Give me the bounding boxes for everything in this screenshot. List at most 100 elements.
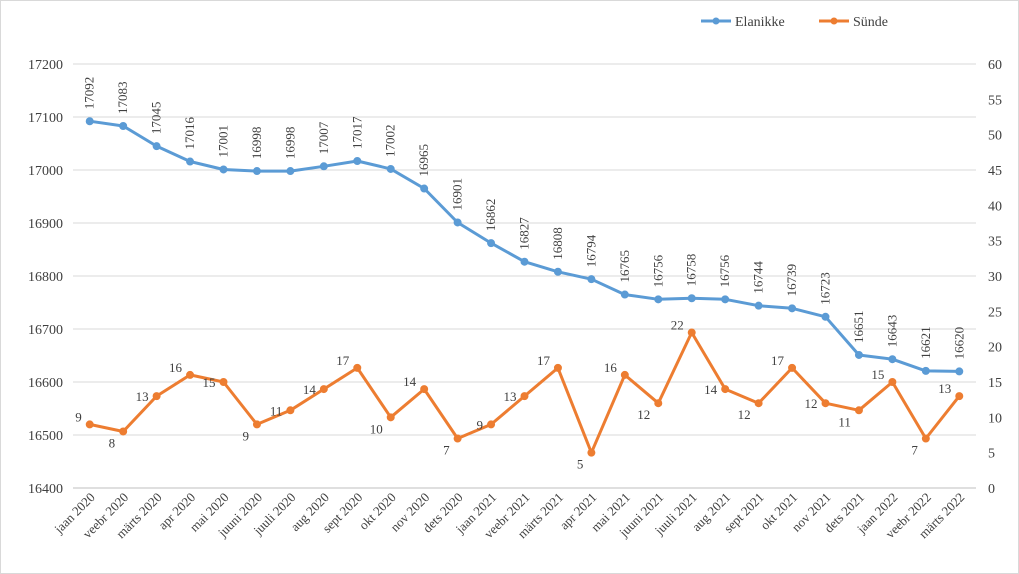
population-point	[152, 142, 161, 151]
population-point	[587, 275, 596, 284]
population-point	[386, 164, 395, 173]
births-point	[420, 385, 429, 394]
population-data-label: 16756	[650, 254, 665, 287]
population-data-label: 16827	[517, 217, 532, 250]
births-point	[85, 420, 94, 429]
y-right-tick-label: 45	[988, 164, 1002, 179]
population-data-label: 16862	[483, 199, 498, 232]
population-point	[119, 122, 128, 131]
births-point	[520, 392, 529, 401]
y-right-tick-label: 30	[988, 270, 1002, 285]
y-left-tick-label: 16700	[28, 323, 63, 338]
population-point	[854, 350, 863, 359]
population-data-label: 16794	[583, 234, 598, 267]
population-point	[955, 367, 964, 376]
births-data-label: 8	[109, 435, 116, 450]
births-point	[553, 363, 562, 372]
births-point	[620, 370, 629, 379]
y-right-tick-label: 50	[988, 129, 1002, 144]
births-point	[721, 385, 730, 394]
population-data-label: 17017	[349, 116, 364, 149]
births-point	[487, 420, 496, 429]
births-data-label: 12	[738, 407, 751, 422]
population-point	[654, 295, 663, 304]
births-point	[152, 392, 161, 401]
population-data-label: 16965	[416, 144, 431, 177]
births-data-label: 17	[537, 353, 551, 368]
y-left-tick-label: 16600	[28, 376, 63, 391]
births-point	[353, 363, 362, 372]
y-right-tick-label: 25	[988, 305, 1002, 320]
population-data-label: 16621	[918, 326, 933, 359]
population-point	[219, 165, 228, 174]
population-point	[420, 184, 429, 193]
births-data-label: 13	[938, 381, 951, 396]
legend-population-marker	[712, 17, 720, 25]
births-point	[319, 385, 328, 394]
y-left-tick-label: 16400	[28, 482, 63, 497]
population-point	[788, 304, 797, 313]
population-data-label: 16723	[818, 272, 833, 305]
y-right-tick-label: 15	[988, 376, 1002, 391]
population-data-label: 16901	[450, 178, 465, 211]
births-data-label: 15	[871, 367, 884, 382]
population-point	[319, 162, 328, 171]
births-data-label: 14	[704, 382, 718, 397]
births-point	[219, 378, 228, 386]
births-point	[286, 406, 295, 415]
population-data-label: 16758	[684, 254, 699, 287]
births-point	[186, 370, 195, 379]
population-data-label: 16808	[550, 227, 565, 260]
births-data-label: 5	[577, 457, 584, 472]
population-point	[286, 167, 295, 176]
births-data-label: 13	[504, 389, 517, 404]
population-data-label: 16739	[784, 264, 799, 297]
population-point	[921, 366, 930, 375]
births-data-label: 12	[805, 396, 818, 411]
population-data-label: 17001	[216, 125, 231, 158]
y-left-tick-label: 16500	[28, 429, 63, 444]
population-point	[186, 157, 195, 166]
y-right-tick-label: 40	[988, 199, 1002, 214]
y-right-tick-label: 20	[988, 341, 1002, 356]
births-data-label: 17	[771, 353, 785, 368]
births-data-label: 11	[838, 414, 851, 429]
population-data-label: 16744	[751, 261, 766, 294]
births-data-label: 9	[242, 428, 249, 443]
population-point	[353, 156, 362, 165]
births-point	[654, 399, 663, 408]
births-data-label: 14	[403, 374, 417, 389]
births-data-label: 11	[270, 403, 283, 418]
births-data-label: 10	[370, 421, 383, 436]
population-point	[821, 312, 830, 321]
y-left-tick-label: 16900	[28, 217, 63, 232]
births-data-label: 17	[336, 353, 350, 368]
y-right-tick-label: 55	[988, 93, 1002, 108]
population-point	[754, 301, 763, 310]
births-data-label: 7	[443, 443, 450, 458]
population-data-label: 17002	[383, 124, 398, 157]
births-point	[687, 328, 696, 337]
population-data-label: 16756	[717, 254, 732, 287]
y-left-tick-label: 17100	[28, 111, 63, 126]
y-right-tick-label: 60	[988, 58, 1002, 73]
population-data-label: 16651	[851, 310, 866, 343]
y-right-tick-label: 10	[988, 411, 1002, 426]
population-data-label: 17007	[316, 121, 331, 154]
births-data-label: 13	[136, 389, 149, 404]
births-data-label: 14	[303, 382, 317, 397]
legend-births-label: Sünde	[853, 15, 888, 30]
population-point	[520, 257, 529, 266]
population-point	[620, 290, 629, 299]
births-data-label: 9	[477, 417, 484, 432]
y-right-tick-label: 35	[988, 235, 1002, 250]
population-point	[687, 294, 696, 303]
births-data-label: 16	[169, 360, 183, 375]
y-left-tick-label: 17200	[28, 58, 63, 73]
births-point	[921, 434, 930, 443]
population-data-label: 17083	[115, 82, 130, 114]
births-data-label: 9	[75, 409, 82, 424]
population-data-label: 17092	[82, 77, 97, 110]
